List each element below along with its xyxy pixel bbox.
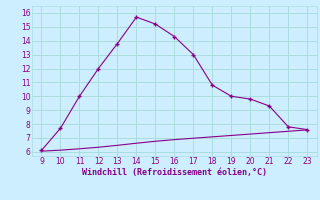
X-axis label: Windchill (Refroidissement éolien,°C): Windchill (Refroidissement éolien,°C) [82, 168, 267, 177]
